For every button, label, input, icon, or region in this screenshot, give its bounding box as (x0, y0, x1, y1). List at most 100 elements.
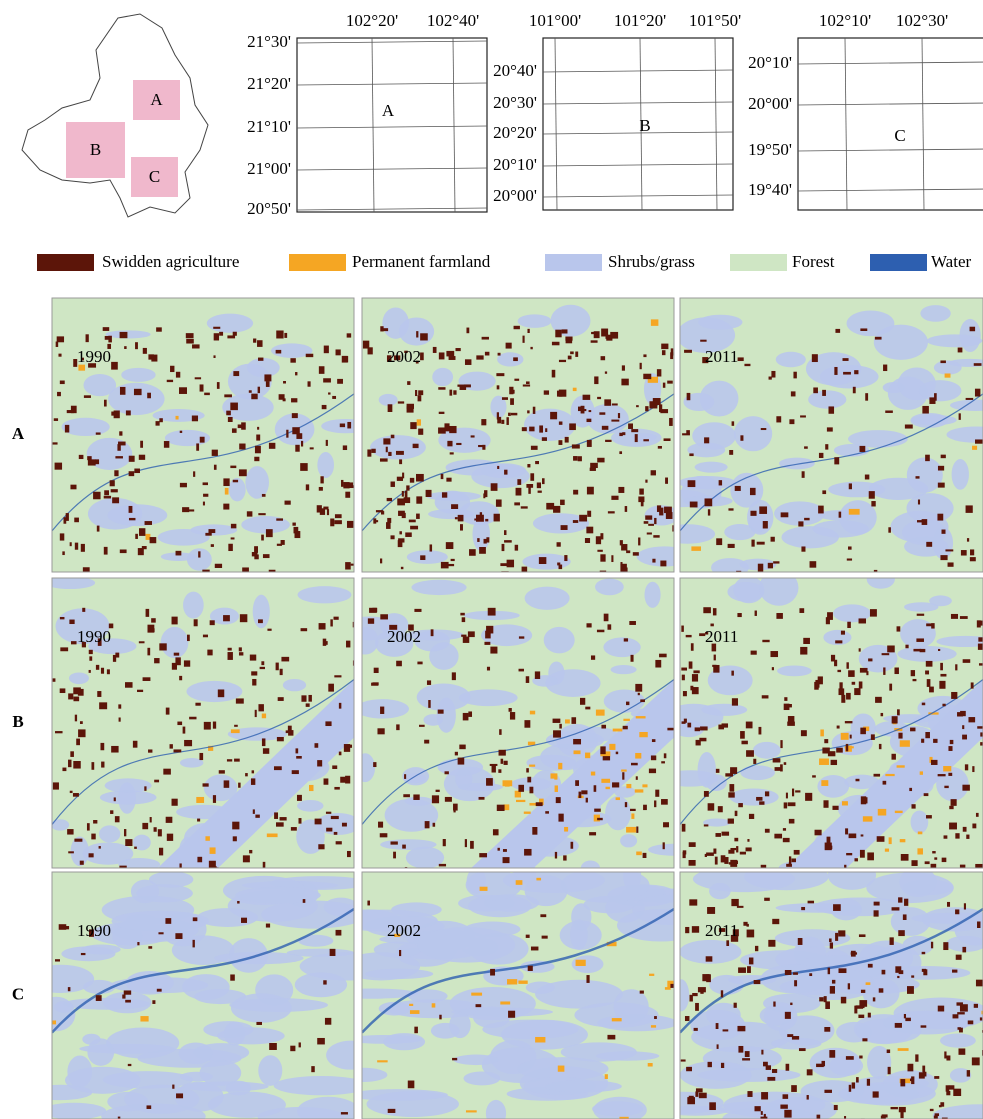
swidden-patch (113, 655, 116, 662)
swidden-patch (761, 1050, 763, 1055)
swidden-patch (655, 790, 659, 797)
swidden-patch (490, 647, 497, 654)
swidden-patch (158, 932, 163, 934)
swidden-patch (502, 397, 508, 400)
swidden-patch (508, 413, 511, 416)
swidden-patch (625, 802, 627, 807)
swidden-patch (585, 707, 590, 710)
swidden-patch (628, 423, 633, 428)
farmland-patch (639, 732, 647, 737)
swidden-patch (975, 439, 983, 443)
swidden-patch (894, 667, 898, 674)
swidden-patch (750, 511, 756, 516)
swidden-patch (767, 1077, 775, 1081)
swidden-patch (783, 838, 790, 842)
swidden-patch (319, 487, 323, 491)
swidden-patch (89, 853, 94, 857)
swidden-patch (690, 502, 698, 508)
swidden-patch (707, 907, 715, 914)
swidden-patch (530, 347, 532, 349)
swidden-patch (732, 698, 738, 705)
swidden-patch (846, 1056, 854, 1060)
shrub-patch (432, 368, 453, 386)
swidden-patch (317, 1038, 325, 1044)
swidden-patch (810, 561, 817, 567)
swidden-patch (184, 740, 192, 746)
swidden-patch (306, 703, 310, 706)
swidden-patch (261, 535, 264, 541)
swidden-patch (565, 437, 569, 443)
row-label: C (12, 984, 24, 1003)
swidden-patch (315, 819, 322, 825)
swidden-patch (851, 952, 857, 954)
swidden-patch (643, 354, 646, 357)
farmland-patch (972, 446, 977, 450)
swidden-patch (792, 789, 794, 797)
swidden-patch (381, 511, 384, 514)
shrub-patch (545, 1080, 622, 1092)
shrub-patch (406, 847, 444, 869)
swidden-patch (970, 557, 976, 561)
swidden-patch (706, 974, 711, 982)
swidden-patch (904, 1014, 906, 1018)
farmland-patch (649, 974, 654, 976)
swidden-patch (60, 688, 66, 693)
swidden-patch (834, 367, 837, 375)
swidden-patch (380, 833, 388, 837)
swidden-patch (276, 350, 282, 354)
latitude-label: 19°50' (748, 140, 792, 159)
swidden-patch (871, 734, 875, 740)
swidden-patch (117, 444, 120, 451)
swidden-patch (76, 739, 80, 746)
swidden-patch (559, 360, 566, 362)
swidden-patch (53, 442, 58, 444)
swidden-patch (953, 1014, 959, 1018)
swidden-patch (959, 413, 961, 420)
swidden-patch (347, 851, 351, 857)
farmland-patch (530, 711, 535, 715)
swidden-patch (464, 384, 471, 387)
swidden-patch (253, 809, 255, 813)
swidden-patch (773, 561, 779, 563)
swidden-patch (110, 810, 113, 814)
swidden-patch (687, 723, 691, 728)
swidden-patch (846, 853, 852, 855)
farmland-patch (606, 787, 610, 789)
swidden-patch (959, 1028, 963, 1033)
swidden-patch (557, 542, 561, 546)
swidden-patch (962, 725, 964, 729)
farmland-patch (564, 827, 568, 832)
swidden-patch (154, 780, 159, 783)
swidden-patch (658, 446, 662, 449)
swidden-patch (496, 499, 502, 506)
swidden-patch (586, 798, 588, 803)
farmland-patch (631, 813, 634, 818)
shrub-patch (759, 570, 798, 606)
swidden-patch (139, 641, 145, 643)
grid-label: B (639, 116, 650, 135)
swidden-patch (214, 465, 217, 470)
year-label: 1990 (77, 921, 111, 940)
swidden-patch (188, 509, 194, 511)
swidden-patch (414, 609, 421, 612)
swidden-patch (125, 1000, 131, 1003)
farmland-patch (591, 772, 595, 776)
swidden-patch (68, 987, 71, 991)
swidden-patch (405, 491, 408, 498)
swidden-patch (824, 1027, 830, 1032)
swidden-patch (407, 381, 410, 385)
swidden-patch (486, 537, 489, 542)
swidden-patch (653, 535, 659, 538)
swidden-patch (941, 455, 946, 459)
swidden-patch (147, 1105, 152, 1109)
swidden-patch (91, 762, 94, 770)
swidden-patch (124, 990, 131, 994)
swidden-patch (570, 351, 574, 354)
swidden-patch (468, 711, 472, 716)
swidden-patch (618, 487, 624, 493)
swidden-patch (511, 413, 517, 416)
swidden-patch (418, 429, 423, 435)
swidden-patch (465, 839, 467, 847)
swidden-patch (709, 1102, 716, 1110)
swidden-patch (453, 390, 456, 394)
